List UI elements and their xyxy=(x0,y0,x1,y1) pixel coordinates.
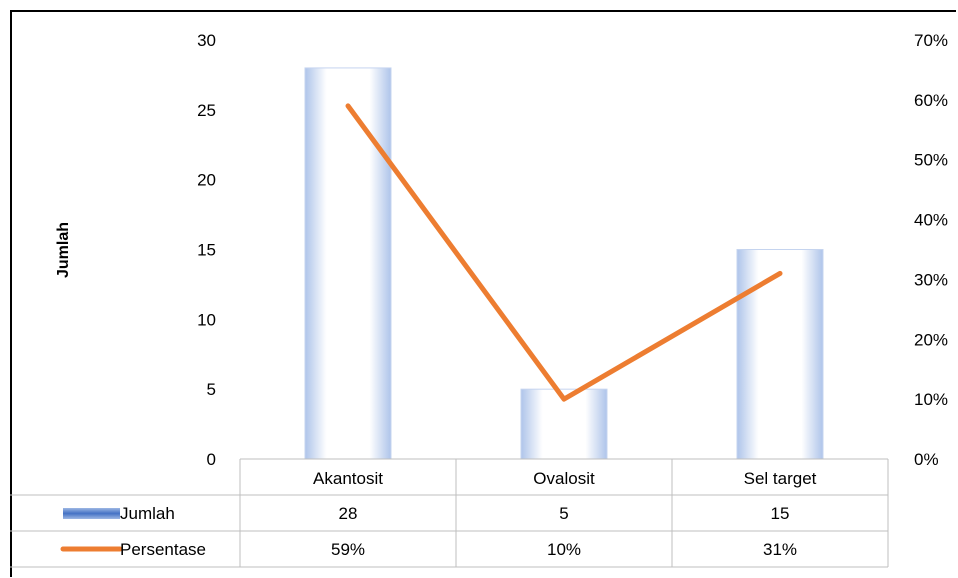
y2-tick-label: 30% xyxy=(914,270,948,289)
y2-tick-label: 40% xyxy=(914,211,948,230)
chart-frame xyxy=(10,10,956,577)
y2-tick-label: 50% xyxy=(914,151,948,170)
bar-akantosit xyxy=(304,67,392,460)
persentase-line xyxy=(345,103,783,402)
y2-tick-label: 70% xyxy=(914,31,948,50)
table-cell: 59% xyxy=(331,540,365,559)
y2-tick-label: 60% xyxy=(914,91,948,110)
data-table: Akantosit Ovalosit Sel target Jumlah 28 5 15 Pe… xyxy=(10,458,889,568)
y-tick-label: 5 xyxy=(207,380,216,399)
y-tick-label: 20 xyxy=(197,171,216,190)
table-cell: 15 xyxy=(771,504,790,523)
y2-tick-label: 20% xyxy=(914,330,948,349)
bars xyxy=(304,67,824,460)
y-tick-label: 25 xyxy=(197,101,216,120)
y-tick-label: 10 xyxy=(197,310,216,329)
y-tick-label: 15 xyxy=(197,241,216,260)
category-label: Sel target xyxy=(744,469,817,488)
y-axis-title: Jumlah xyxy=(55,222,72,278)
y-tick-label: 0 xyxy=(207,450,216,469)
y-axis-ticks: 0 5 10 15 20 25 30 xyxy=(197,31,216,469)
legend-label-persentase: Persentase xyxy=(120,540,206,559)
category-label: Akantosit xyxy=(313,469,383,488)
bar-sel-target xyxy=(736,249,824,460)
y2-tick-label: 0% xyxy=(914,450,939,469)
y2-axis-ticks: 0% 10% 20% 30% 40% 50% 60% 70% xyxy=(914,31,948,469)
table-cell: 28 xyxy=(339,504,358,523)
legend-label-jumlah: Jumlah xyxy=(120,504,175,523)
y-tick-label: 30 xyxy=(197,31,216,50)
y2-tick-label: 10% xyxy=(914,390,948,409)
persentase-line-layer xyxy=(345,103,783,402)
table-cell: 5 xyxy=(559,504,568,523)
legend-key-jumlah xyxy=(63,508,120,519)
category-label: Ovalosit xyxy=(533,469,595,488)
table-cell: 10% xyxy=(547,540,581,559)
table-cell: 31% xyxy=(763,540,797,559)
